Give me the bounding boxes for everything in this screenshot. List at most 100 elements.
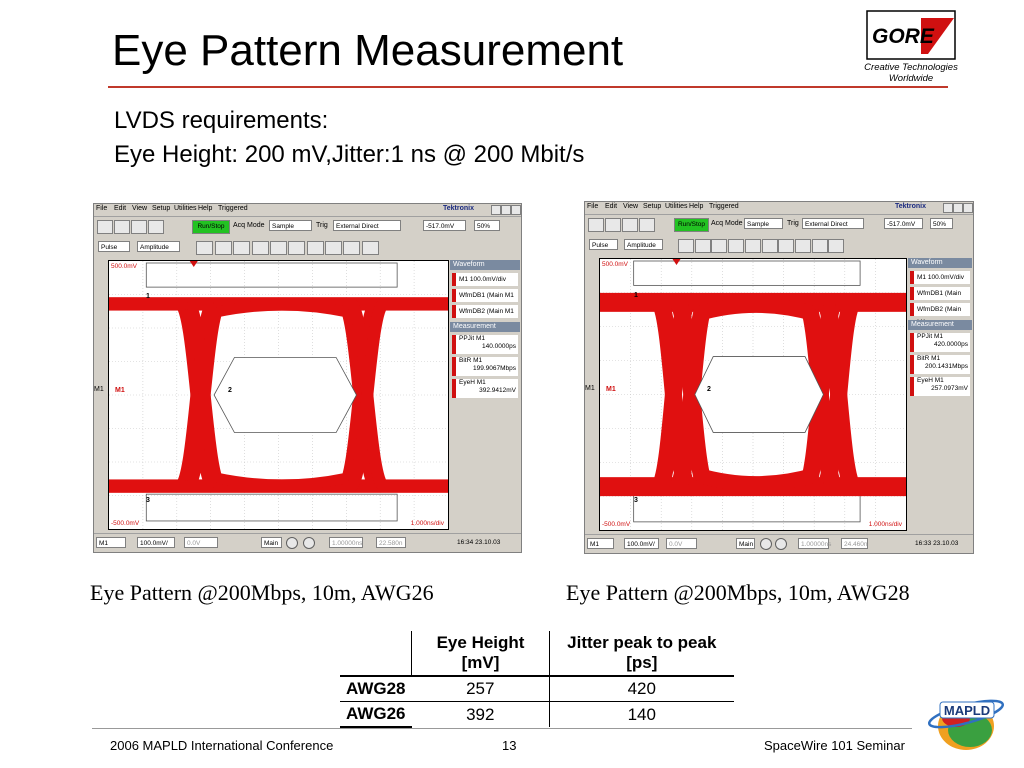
toolbar-icon-button[interactable]: [622, 218, 638, 232]
waveform-item[interactable]: M1 100.0mV/div: [452, 273, 518, 286]
window-close-button[interactable]: [963, 203, 973, 213]
slide-title: Eye Pattern Measurement: [112, 26, 624, 75]
trig-level-field[interactable]: -517.0mV: [884, 218, 923, 229]
measurement-icon-button[interactable]: [728, 239, 744, 253]
window-close-button[interactable]: [511, 205, 521, 215]
waveform-item[interactable]: M1 100.0mV/div: [910, 271, 970, 284]
zoom-in-icon[interactable]: [760, 538, 772, 550]
meas-ppj-item[interactable]: PPJit M1 420.0000ps: [910, 333, 970, 352]
meas-type-select[interactable]: Pulse: [589, 239, 618, 250]
measurement-icon-button[interactable]: [270, 241, 287, 255]
horizontal-scale-field[interactable]: 1.00000ns: [329, 537, 363, 548]
waveform-display[interactable]: 500.0mV -500.0mV 1.000ns/div 1 2 3 M1: [108, 260, 449, 530]
measurement-icon-button[interactable]: [678, 239, 694, 253]
toolbar-icon-button[interactable]: [588, 218, 604, 232]
measurement-icon-button[interactable]: [325, 241, 342, 255]
measurement-icon-button[interactable]: [343, 241, 360, 255]
vertical-offset-field[interactable]: 0.0V: [184, 537, 218, 548]
window-minimize-button[interactable]: [943, 203, 953, 213]
channel-select[interactable]: M1: [96, 537, 126, 548]
waveform-display[interactable]: 500.0mV -500.0mV 1.000ns/div 1 2 3 M1: [599, 258, 907, 531]
measurement-icon-button[interactable]: [778, 239, 794, 253]
measurement-icon-button[interactable]: [795, 239, 811, 253]
mask-number-3: 3: [634, 497, 638, 504]
meas-param-select[interactable]: Amplitude: [137, 241, 180, 252]
window-minimize-button[interactable]: [491, 205, 501, 215]
waveform-item[interactable]: WfmDB1 (Main M1: [452, 289, 518, 302]
menu-item[interactable]: File: [587, 203, 599, 210]
zoom-out-icon[interactable]: [303, 537, 315, 549]
trig-select[interactable]: External Direct: [333, 220, 401, 231]
menu-item[interactable]: Utilities: [174, 205, 197, 212]
measurement-icon-button[interactable]: [812, 239, 828, 253]
channel-ground-marker[interactable]: M1: [94, 386, 104, 393]
run-stop-button[interactable]: Run/Stop: [674, 218, 709, 232]
menu-item[interactable]: Edit: [605, 203, 618, 210]
channel-select[interactable]: M1: [587, 538, 614, 549]
meas-bitrate-item[interactable]: BitR M1 199.9067Mbps: [452, 357, 518, 376]
meas-eye-height-item[interactable]: EyeH M1 392.9412mV: [452, 379, 518, 398]
horizontal-position-field[interactable]: 22.580n: [376, 537, 406, 548]
waveform-item[interactable]: WfmDB2 (Main M1: [452, 305, 518, 318]
menu-item[interactable]: Help: [198, 205, 213, 212]
window-maximize-button[interactable]: [501, 205, 511, 215]
meas-ppj-item[interactable]: PPJit M1 140.0000ps: [452, 335, 518, 354]
toolbar-measure: Pulse Amplitude: [94, 237, 521, 255]
measurement-icon-button[interactable]: [288, 241, 305, 255]
menu-item[interactable]: Setup: [643, 203, 662, 210]
measurement-icon-button[interactable]: [828, 239, 844, 253]
trigger-position-marker[interactable]: [189, 261, 198, 267]
timebase-main-field[interactable]: Main: [736, 538, 755, 549]
zoom-out-icon[interactable]: [775, 538, 787, 550]
toolbar-icon-button[interactable]: [605, 218, 621, 232]
toolbar-icon-button[interactable]: [148, 220, 164, 234]
menu-item[interactable]: Utilities: [665, 203, 688, 210]
horizontal-position-field[interactable]: 24.460n: [841, 538, 868, 549]
trig-select[interactable]: External Direct: [802, 218, 864, 229]
menu-item[interactable]: Help: [689, 203, 704, 210]
vertical-offset-field[interactable]: 0.0V: [666, 538, 697, 549]
timebase-main-field[interactable]: Main: [261, 537, 282, 548]
measurement-icon-button[interactable]: [252, 241, 269, 255]
measurement-icon-button[interactable]: [695, 239, 711, 253]
run-stop-button[interactable]: Run/Stop: [192, 220, 230, 234]
vertical-scale-field[interactable]: 100.0mV/: [624, 538, 659, 549]
waveform-item[interactable]: WfmDB2 (Main M1: [910, 303, 970, 326]
window-maximize-button[interactable]: [953, 203, 963, 213]
channel-ground-marker[interactable]: M1: [585, 385, 595, 392]
toolbar-icon-button[interactable]: [97, 220, 113, 234]
horizontal-scale-field[interactable]: 1.00000ns: [798, 538, 831, 549]
measurement-icon-button[interactable]: [745, 239, 761, 253]
acq-mode-select[interactable]: Sample: [744, 218, 783, 229]
acq-mode-select[interactable]: Sample: [269, 220, 312, 231]
menu-item[interactable]: Setup: [152, 205, 171, 212]
meas-eye-height-item[interactable]: EyeH M1 257.0973mV: [910, 377, 970, 396]
menu-item[interactable]: View: [132, 205, 148, 212]
zoom-field[interactable]: 50%: [474, 220, 500, 231]
gore-logo-text: GORE: [872, 25, 935, 48]
trigger-position-marker[interactable]: [672, 259, 681, 265]
menu-item[interactable]: File: [96, 205, 108, 212]
measurement-icon-button[interactable]: [196, 241, 213, 255]
measurement-icon-button[interactable]: [215, 241, 232, 255]
trig-level-field[interactable]: -517.0mV: [423, 220, 466, 231]
measurement-icon-button[interactable]: [711, 239, 727, 253]
meas-param-select[interactable]: Amplitude: [624, 239, 663, 250]
measurement-icon-button[interactable]: [762, 239, 778, 253]
zoom-in-icon[interactable]: [286, 537, 298, 549]
toolbar-icon-button[interactable]: [114, 220, 130, 234]
measurement-icon-button[interactable]: [362, 241, 379, 255]
toolbar-icon-button[interactable]: [131, 220, 147, 234]
menu-item[interactable]: View: [623, 203, 639, 210]
zoom-field[interactable]: 50%: [930, 218, 953, 229]
measurement-icon-button[interactable]: [233, 241, 250, 255]
menu-bar: File Edit View Setup Utilities Help Triggered T…: [585, 202, 973, 215]
vertical-scale-field[interactable]: 100.0mV/: [137, 537, 175, 548]
measurement-icon-button[interactable]: [307, 241, 324, 255]
top-voltage-label: 500.0mV: [602, 261, 629, 268]
meas-type-select[interactable]: Pulse: [98, 241, 130, 252]
waveform-item[interactable]: WfmDB1 (Main M1: [910, 287, 970, 310]
menu-item[interactable]: Edit: [114, 205, 127, 212]
toolbar-icon-button[interactable]: [639, 218, 655, 232]
meas-bitrate-item[interactable]: BitR M1 200.1431Mbps: [910, 355, 970, 374]
